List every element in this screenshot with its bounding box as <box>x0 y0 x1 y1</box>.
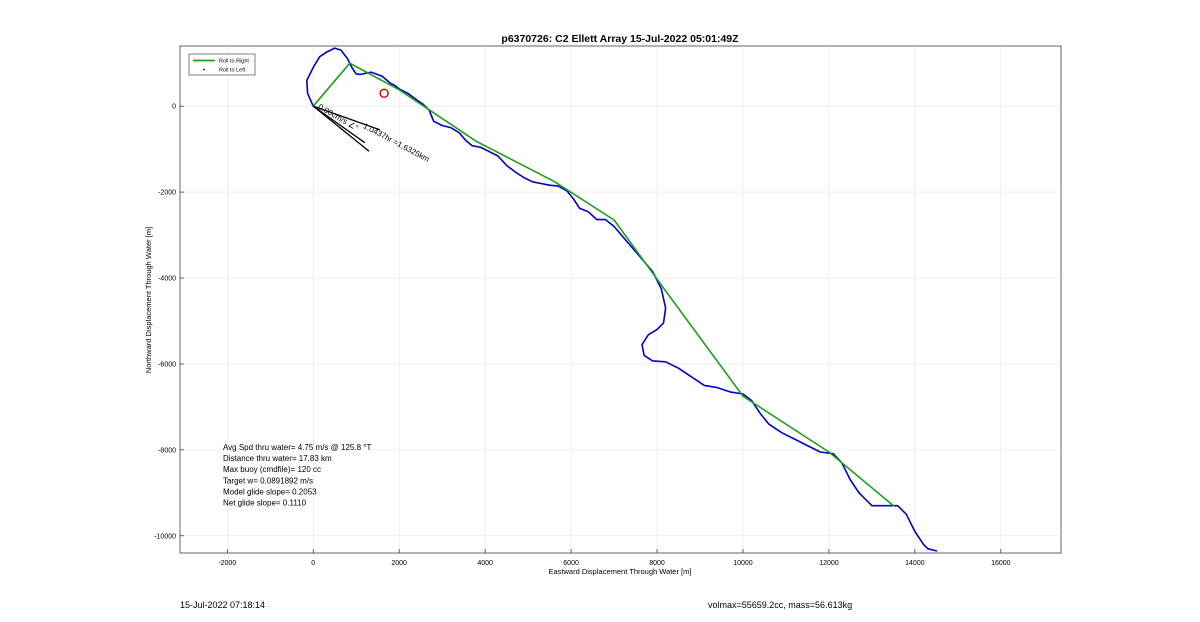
series-line <box>312 62 895 507</box>
x-tick-label: 10000 <box>733 560 753 567</box>
y-tick-label: -4000 <box>158 276 176 283</box>
y-tick-label: -2000 <box>158 190 176 197</box>
x-tick-label: -2000 <box>218 560 236 567</box>
x-tick-label: 0 <box>311 560 315 567</box>
plot-content <box>305 47 938 552</box>
series-line <box>305 47 938 552</box>
legend-label: Roll to Left <box>219 68 246 74</box>
grid-lines <box>180 46 1061 553</box>
footer-mass-info: volmax=55659.2cc, mass=56.613kg <box>708 600 853 610</box>
x-tick-label: 6000 <box>563 560 579 567</box>
y-tick-label: -8000 <box>158 447 176 454</box>
x-tick-label: 4000 <box>477 560 493 567</box>
x-tick-label: 16000 <box>991 560 1011 567</box>
stats-annotation: Net glide slope= 0.1110 <box>223 499 307 508</box>
legend-swatch-dot <box>203 68 205 71</box>
x-tick-label: 14000 <box>905 560 925 567</box>
y-tick-label: -6000 <box>158 361 176 368</box>
stats-annotation: Target w= 0.0891892 m/s <box>223 476 313 485</box>
chart-title: p6370726: C2 Ellett Array 15-Jul-2022 05… <box>501 33 739 45</box>
legend-box <box>188 53 256 76</box>
x-tick-label: 8000 <box>649 560 665 567</box>
stats-annotation: Avg Spd thru water= 4.75 m/s @ 125.8 °T <box>223 443 371 452</box>
footer-timestamp: 15-Jul-2022 07:18:14 <box>180 600 266 610</box>
y-axis-label: Northward Displacement Through Water [m] <box>144 227 153 373</box>
plot-area <box>179 45 1062 554</box>
y-tick-label: -10000 <box>154 533 176 540</box>
stats-annotation: Distance thru water= 17.83 km <box>223 454 332 463</box>
x-axis-label: Eastward Displacement Through Water [m] <box>549 567 692 576</box>
x-tick-label: 2000 <box>391 560 407 567</box>
heading-line <box>313 105 381 131</box>
axes: -2000 0 2000 4000 6000 8000 10000 12000 14000 160… <box>154 104 1010 567</box>
heading-line <box>312 105 366 144</box>
y-tick-label: 0 <box>172 104 176 111</box>
heading-line <box>312 105 370 152</box>
legend-label: Roll to Right <box>219 59 249 65</box>
target-marker <box>379 88 389 98</box>
stats-annotation: Max buoy (cmdfile)= 120 cc <box>223 465 321 474</box>
x-tick-label: 12000 <box>819 560 839 567</box>
stats-annotation: Model glide slope= 0.2053 <box>223 488 317 497</box>
legend: Roll to Right Roll to Left <box>188 53 256 76</box>
